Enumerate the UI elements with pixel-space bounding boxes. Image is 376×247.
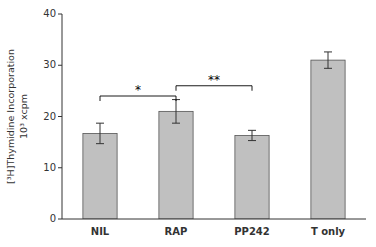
chart-svg: ***010203040NILRAPPP242T only[³H]Thymidi… [0,0,376,247]
bar [235,135,269,219]
chart-container: ***010203040NILRAPPP242T only[³H]Thymidi… [0,0,376,247]
error-cap [96,143,104,144]
x-tick-label: NIL [91,226,110,237]
bar [311,60,345,219]
y-axis-label-line: 10³ xcpm [18,94,29,139]
bar [159,111,193,219]
x-tick-label: RAP [165,226,188,237]
error-bar [172,100,180,124]
y-tick [58,116,62,117]
x-axis-line [62,219,366,220]
error-stem [176,100,177,124]
y-tick [58,65,62,66]
error-bar [96,123,104,144]
error-stem [328,52,329,68]
y-axis-label-line: [³H]Thymidine Incorporation [5,49,16,184]
error-stem [100,123,101,144]
x-tick-label: PP242 [234,226,270,237]
error-cap [324,68,332,69]
error-cap [248,140,256,141]
error-cap [324,51,332,52]
y-tick-label: 20 [43,111,56,122]
error-cap [248,130,256,131]
bar [83,133,117,219]
error-cap [172,123,180,124]
y-tick [58,14,62,15]
significance-label: ** [208,73,220,87]
y-tick [58,219,62,220]
error-bar [324,52,332,68]
significance-label: * [135,83,141,97]
y-tick-label: 10 [43,162,56,173]
y-tick-label: 0 [50,213,56,224]
error-stem [252,130,253,140]
error-bar [248,130,256,140]
error-cap [96,123,104,124]
y-tick [58,167,62,168]
y-tick-label: 30 [43,59,56,70]
plot-area [83,52,345,219]
y-axis-label: [³H]Thymidine Incorporation10³ xcpm [5,49,29,184]
x-tick-label: T only [311,226,346,237]
y-tick-label: 40 [43,8,56,19]
